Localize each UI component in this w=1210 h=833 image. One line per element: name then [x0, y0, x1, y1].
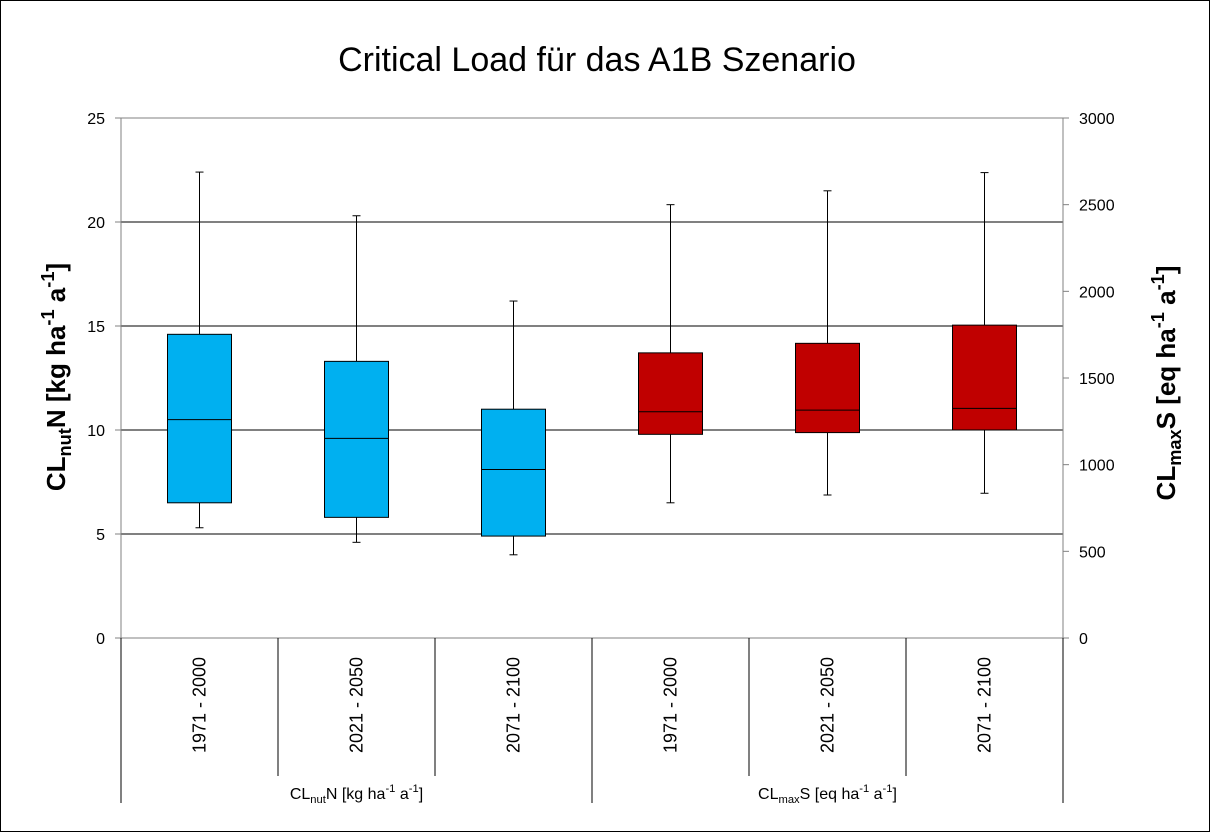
label-text: N [kg ha: [41, 325, 71, 428]
label-superscript: -1: [409, 783, 419, 795]
box-CLmaxS-4: [795, 190, 860, 496]
box-CLnutN-2: [481, 300, 546, 556]
label-subscript: nut: [310, 794, 326, 806]
box-CLnutN-1: [324, 215, 389, 543]
x-category-label: 1971 - 2000: [190, 657, 210, 753]
label-text: ]: [419, 786, 423, 803]
x-category-label: 2071 - 2100: [975, 657, 995, 753]
label-superscript: -1: [1148, 274, 1168, 290]
left-axis-ticks: 0 5 10 15 20 25: [87, 111, 121, 648]
label-text: N [kg ha: [326, 786, 386, 803]
left-tick-label: 25: [87, 111, 105, 128]
label-text: CL: [758, 786, 779, 803]
plot-frame: [120, 117, 1064, 638]
label-superscript: -1: [385, 783, 395, 795]
box-body: [795, 342, 860, 434]
box-CLmaxS-3: [638, 204, 703, 504]
right-tick-label: 3000: [1079, 111, 1115, 128]
label-text: S [eq ha: [800, 786, 860, 803]
label-superscript: -1: [883, 783, 893, 795]
x-group-label: CLnutN [kg ha-1 a-1]: [290, 783, 423, 806]
label-superscript: -1: [1148, 312, 1168, 328]
right-tick-label: 1000: [1079, 458, 1115, 475]
label-subscript: max: [1165, 429, 1185, 465]
box-CLmaxS-5: [952, 172, 1017, 494]
left-tick-label: 0: [96, 631, 105, 648]
box-body: [952, 324, 1017, 431]
label-text: ]: [41, 263, 71, 272]
box-body: [481, 408, 546, 537]
left-tick-label: 20: [87, 215, 105, 232]
box-body: [324, 360, 389, 518]
x-category-label: 2071 - 2100: [504, 657, 524, 753]
right-tick-label: 500: [1079, 544, 1106, 561]
label-text: ]: [893, 786, 897, 803]
box-body: [638, 352, 703, 435]
left-tick-label: 10: [87, 423, 105, 440]
label-text: a: [395, 786, 408, 803]
label-text: ]: [1151, 266, 1181, 275]
label-text: S [eq ha: [1151, 328, 1181, 430]
chart-title: Critical Load für das A1B Szenario: [338, 41, 856, 79]
x-axis: 1971 - 2000 2021 - 2050 2071 - 2100 1971 - …: [120, 637, 1064, 806]
label-text: a: [41, 287, 71, 309]
x-category-label: 2021 - 2050: [818, 657, 838, 753]
right-tick-label: 2500: [1079, 198, 1115, 215]
right-axis-ticks: 0 500 1000 1500 2000 2500 3000: [1063, 111, 1115, 648]
x-category-label: 2021 - 2050: [347, 657, 367, 753]
box-CLnutN-0: [167, 171, 232, 529]
box-body: [167, 333, 232, 504]
left-axis-title: CLnutN [kg ha-1 a-1]: [38, 263, 75, 491]
gridlines: [121, 221, 1063, 535]
label-superscript: -1: [38, 309, 58, 325]
label-superscript: -1: [38, 272, 58, 288]
label-superscript: -1: [859, 783, 869, 795]
label-text: a: [869, 786, 882, 803]
label-text: a: [1151, 290, 1181, 312]
left-tick-label: 5: [96, 527, 105, 544]
right-tick-label: 2000: [1079, 284, 1115, 301]
x-group-label: CLmaxS [eq ha-1 a-1]: [758, 783, 897, 806]
label-subscript: nut: [55, 428, 75, 456]
right-axis-title: CLmaxS [eq ha-1 a-1]: [1148, 266, 1185, 501]
label-text: CL: [290, 786, 311, 803]
boxes: [167, 171, 1017, 556]
x-category-label: 1971 - 2000: [661, 657, 681, 753]
right-tick-label: 0: [1079, 631, 1088, 648]
right-tick-label: 1500: [1079, 371, 1115, 388]
label-text: CL: [41, 456, 71, 491]
label-subscript: max: [779, 794, 801, 806]
left-tick-label: 15: [87, 319, 105, 336]
label-text: CL: [1151, 466, 1181, 501]
